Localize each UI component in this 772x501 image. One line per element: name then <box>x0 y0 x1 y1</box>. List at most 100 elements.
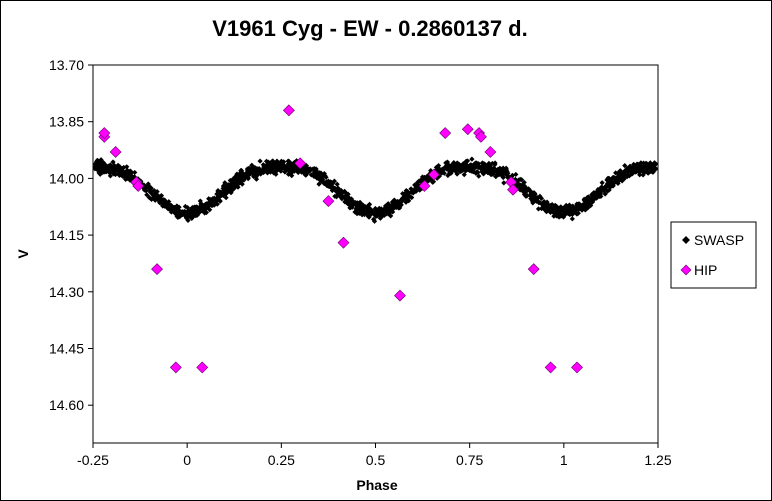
swasp-point <box>272 161 278 167</box>
swasp-point <box>485 169 492 175</box>
swasp-point <box>579 206 585 213</box>
swasp-point <box>506 175 512 181</box>
swasp-point <box>638 160 644 166</box>
swasp-point <box>473 170 479 176</box>
swasp-point <box>548 208 554 214</box>
swasp-point <box>329 187 335 194</box>
swasp-point <box>326 183 332 190</box>
swasp-point <box>316 170 322 176</box>
swasp-point <box>611 178 617 185</box>
swasp-point <box>568 209 574 215</box>
swasp-point <box>102 168 109 174</box>
swasp-point <box>490 171 496 177</box>
hip-point <box>507 183 519 196</box>
swasp-point <box>182 203 188 210</box>
swasp-point <box>210 196 216 202</box>
chart-title: V1961 Cyg - EW - 0.2860137 d. <box>212 16 528 41</box>
swasp-point <box>528 191 534 197</box>
swasp-point <box>331 178 337 184</box>
swasp-point <box>545 202 551 208</box>
swasp-point <box>475 169 481 176</box>
swasp-point <box>402 190 408 196</box>
hip-point <box>527 263 540 276</box>
hip-series <box>98 104 583 374</box>
swasp-point <box>400 191 406 197</box>
swasp-point <box>573 210 580 216</box>
swasp-point <box>97 165 103 171</box>
swasp-point <box>313 167 319 174</box>
swasp-point <box>253 176 260 182</box>
swasp-point <box>449 162 455 168</box>
swasp-point <box>125 175 131 181</box>
x-tick-label: 0 <box>183 452 191 468</box>
hip-point <box>294 157 307 170</box>
swasp-point <box>408 186 414 192</box>
swasp-point <box>634 161 640 167</box>
swasp-point <box>574 201 580 207</box>
swasp-point <box>195 206 201 212</box>
swasp-point <box>552 205 558 211</box>
swasp-point <box>593 193 600 200</box>
swasp-point <box>388 213 394 219</box>
plot-area <box>92 64 659 444</box>
swasp-point <box>381 212 387 218</box>
swasp-point <box>489 160 495 167</box>
swasp-point <box>95 158 101 164</box>
swasp-point <box>466 163 473 169</box>
swasp-point <box>606 187 612 193</box>
swasp-point <box>476 173 482 179</box>
hip-point <box>151 263 163 276</box>
swasp-point <box>385 211 391 217</box>
swasp-point <box>254 171 260 177</box>
swasp-point <box>635 168 642 174</box>
hip-point <box>109 146 122 158</box>
swasp-point <box>621 169 627 175</box>
swasp-point <box>414 179 421 186</box>
swasp-point <box>538 205 545 212</box>
swasp-point <box>495 168 501 174</box>
y-tick-label: 14.00 <box>49 170 84 186</box>
swasp-point <box>229 180 235 186</box>
swasp-point <box>332 193 338 199</box>
swasp-point <box>389 199 396 205</box>
swasp-point <box>458 168 464 174</box>
swasp-point <box>642 162 648 168</box>
swasp-point <box>116 172 123 179</box>
swasp-point <box>364 209 371 215</box>
swasp-point <box>412 182 418 188</box>
y-tick-label: 14.15 <box>49 227 84 243</box>
swasp-point <box>393 201 399 207</box>
swasp-point <box>366 205 372 211</box>
swasp-point <box>359 201 365 207</box>
swasp-point <box>584 202 590 208</box>
swasp-point <box>122 169 128 175</box>
swasp-point <box>161 199 168 205</box>
swasp-point <box>503 168 509 174</box>
swasp-point <box>245 176 251 182</box>
swasp-point <box>556 214 562 220</box>
swasp-point <box>482 166 488 172</box>
swasp-point <box>372 205 378 212</box>
swasp-point <box>504 172 510 178</box>
swasp-point <box>111 169 117 175</box>
swasp-point <box>391 197 397 203</box>
swasp-point <box>463 168 469 174</box>
swasp-point <box>264 162 270 168</box>
swasp-point <box>561 205 567 211</box>
y-tick-label: 14.60 <box>49 397 84 413</box>
swasp-point <box>344 197 350 203</box>
swasp-point <box>626 167 632 173</box>
swasp-point <box>470 168 476 174</box>
swasp-point <box>452 168 458 174</box>
hip-point <box>475 130 487 143</box>
swasp-point <box>334 186 340 192</box>
swasp-point <box>128 169 135 176</box>
swasp-point <box>227 188 233 194</box>
swasp-point <box>395 205 402 211</box>
swasp-point <box>285 171 292 177</box>
swasp-point <box>349 201 355 207</box>
swasp-point <box>327 179 334 185</box>
hip-point <box>571 361 583 374</box>
swasp-point <box>234 175 240 181</box>
swasp-point <box>103 165 109 171</box>
